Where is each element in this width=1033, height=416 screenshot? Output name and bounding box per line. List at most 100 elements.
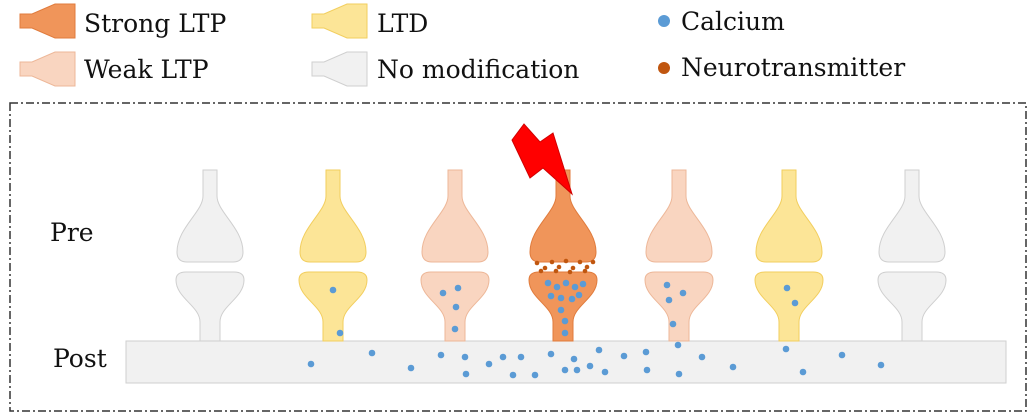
neurotransmitter-dot <box>563 258 569 264</box>
legend-label-calcium: Calcium <box>681 7 785 36</box>
calcium-dot <box>517 353 525 361</box>
neurotransmitter-dot <box>577 259 583 265</box>
calcium-dot <box>595 346 603 354</box>
neurotransmitter-dot <box>534 260 540 266</box>
neurotransmitter-dot <box>549 259 555 265</box>
calcium-dot <box>544 279 552 287</box>
neurotransmitter-dot <box>570 265 576 271</box>
postsynaptic-spine-1 <box>175 271 245 342</box>
calcium-dot <box>579 280 587 288</box>
calcium-particles <box>307 279 885 379</box>
presynaptic-terminal-7 <box>878 169 946 263</box>
postsynaptic-spine-5 <box>644 271 714 342</box>
calcium-dot <box>665 296 673 304</box>
calcium-dot <box>329 286 337 294</box>
post-label: Post <box>53 344 107 373</box>
calcium-dot <box>439 289 447 297</box>
presynaptic-terminal-2 <box>299 169 367 263</box>
calcium-dot <box>307 360 315 368</box>
calcium-dot <box>586 362 594 370</box>
calcium-dot <box>561 329 569 337</box>
calcium-dot <box>509 371 517 379</box>
legend-swatch-ltd <box>311 3 368 39</box>
legend-label-strong-ltp: Strong LTP <box>84 9 226 38</box>
legend-label-weak-ltp: Weak LTP <box>84 55 209 84</box>
calcium-dot <box>729 363 737 371</box>
calcium-dot <box>669 320 677 328</box>
calcium-dot <box>877 361 885 369</box>
postsynaptic-dendrite <box>125 340 1007 384</box>
calcium-dot <box>698 353 706 361</box>
diagram-frame <box>9 102 1027 412</box>
postsynaptic-spine-7 <box>877 271 947 342</box>
calcium-dot <box>573 366 581 374</box>
calcium-dot <box>553 283 561 291</box>
presynaptic-terminal-4 <box>529 169 597 263</box>
calcium-dot <box>485 360 493 368</box>
legend-label-no-modification: No modification <box>377 55 579 84</box>
calcium-dot <box>782 345 790 353</box>
calcium-dot <box>452 303 460 311</box>
legend-label-neurotransmitter: Neurotransmitter <box>681 53 905 82</box>
calcium-dot <box>437 351 445 359</box>
calcium-dot <box>575 291 583 299</box>
calcium-dot <box>561 317 569 325</box>
calcium-dot <box>679 289 687 297</box>
presynaptic-terminal-5 <box>645 169 713 263</box>
neurotransmitter-dot <box>590 259 596 265</box>
calcium-dot <box>642 348 650 356</box>
postsynaptic-spine-2 <box>298 271 368 342</box>
stimulus-lightning-icon <box>511 123 574 196</box>
presynaptic-terminal-3 <box>421 169 489 263</box>
calcium-dot <box>561 366 569 374</box>
calcium-dot <box>336 329 344 337</box>
calcium-dot <box>620 352 628 360</box>
calcium-dot <box>557 306 565 314</box>
legend-label-ltd: LTD <box>377 9 428 38</box>
legend-swatch-no-modification <box>311 51 368 87</box>
calcium-dot <box>663 281 671 289</box>
calcium-dot <box>454 284 462 292</box>
presynaptic-terminal-6 <box>755 169 823 263</box>
calcium-dot <box>799 368 807 376</box>
postsynaptic-spine-4 <box>528 271 598 342</box>
calcium-dot <box>568 295 576 303</box>
calcium-dot <box>570 355 578 363</box>
calcium-dot <box>783 284 791 292</box>
calcium-dot <box>462 370 470 378</box>
legend: Strong LTP Weak LTP LTD No modification … <box>19 3 905 87</box>
calcium-dot <box>562 279 570 287</box>
calcium-dot <box>571 283 579 291</box>
legend-dot-calcium <box>658 15 670 27</box>
calcium-dot <box>601 368 609 376</box>
neurotransmitter-dot <box>567 269 573 275</box>
calcium-dot <box>451 325 459 333</box>
neurotransmitter-dot <box>542 265 548 271</box>
legend-swatch-weak-ltp <box>19 51 76 87</box>
calcium-dot <box>643 366 651 374</box>
presynaptic-terminal-1 <box>176 169 244 263</box>
neurotransmitter-dot <box>556 264 562 270</box>
calcium-dot <box>838 351 846 359</box>
calcium-dot <box>675 370 683 378</box>
neurotransmitter-release <box>534 258 596 275</box>
neurotransmitter-dot <box>582 268 588 274</box>
calcium-dot <box>499 353 507 361</box>
calcium-dot <box>547 292 555 300</box>
neurotransmitter-dot <box>584 264 590 270</box>
calcium-dot <box>547 350 555 358</box>
neurotransmitter-dot <box>538 268 544 274</box>
calcium-dot <box>674 341 682 349</box>
legend-swatch-strong-ltp <box>19 3 76 39</box>
calcium-dot <box>368 349 376 357</box>
calcium-dot <box>531 371 539 379</box>
legend-dot-neurotransmitter <box>658 62 670 74</box>
pre-label: Pre <box>50 218 94 247</box>
calcium-dot <box>791 299 799 307</box>
neurotransmitter-dot <box>553 268 559 274</box>
calcium-dot <box>557 294 565 302</box>
synapse-row <box>175 169 947 342</box>
calcium-dot <box>461 353 469 361</box>
calcium-dot <box>407 364 415 372</box>
